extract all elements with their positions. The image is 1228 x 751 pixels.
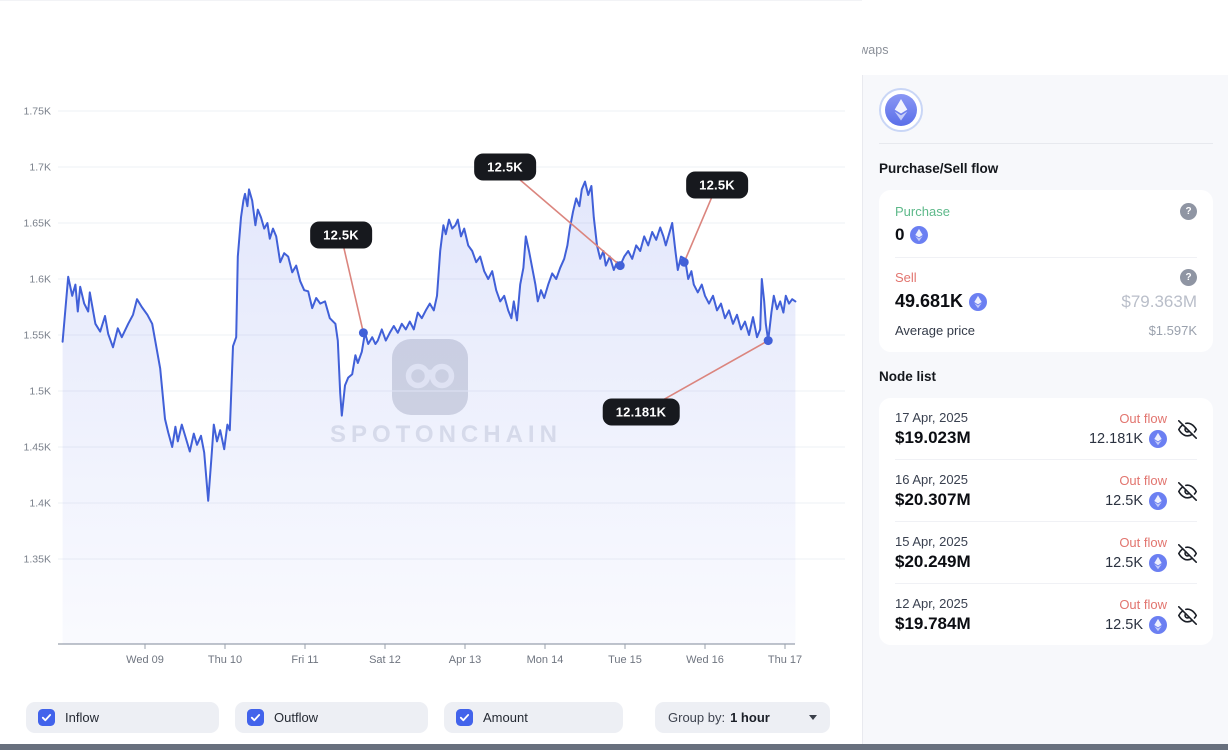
node-date: 16 Apr, 2025 [895, 472, 969, 487]
eth-coin-icon [1149, 553, 1167, 572]
node-usd-value: $20.249M [895, 552, 971, 571]
node-direction: Out flow [1119, 472, 1167, 488]
inflow-label: Inflow [65, 710, 99, 725]
purchase-amount: 0 [895, 225, 905, 244]
node-date: 15 Apr, 2025 [895, 534, 969, 549]
y-tick-label: 1.65K [24, 218, 51, 230]
pnl-line-chart[interactable]: 1.75K 1.7K 1.65K 1.6K 1.55K 1.5K 1.45K 1.4K 1.35… [0, 1, 862, 751]
node-direction: Out flow [1119, 534, 1167, 550]
x-tick-label: Tue 15 [608, 654, 642, 666]
purchase-sell-heading: Purchase/Sell flow [879, 161, 999, 176]
node-amount: 12.5K [1105, 554, 1143, 571]
node-direction: Out flow [1119, 410, 1167, 426]
y-tick-label: 1.7K [29, 162, 51, 174]
group-by-value: 1 hour [730, 710, 770, 725]
average-price-label: Average price [895, 323, 975, 338]
eye-off-icon[interactable] [1178, 543, 1197, 563]
annotation-dot [679, 257, 689, 267]
average-price-value: $1.597K [1148, 323, 1197, 338]
amount-toggle[interactable]: Amount [444, 702, 623, 733]
x-tick-label: Wed 09 [126, 654, 164, 666]
annotation-tooltip: 12.5K [686, 171, 748, 199]
checkbox-checked-icon[interactable] [38, 709, 55, 726]
help-icon[interactable]: ? [1180, 203, 1197, 220]
x-tick-label: Fri 11 [291, 654, 318, 666]
y-tick-label: 1.75K [24, 106, 51, 118]
eth-coin-icon [1149, 615, 1167, 634]
ethereum-icon [879, 88, 923, 132]
token-flow-sidebar: Purchase/Sell flow Purchase ? 0 Sell ? 4… [862, 75, 1228, 744]
x-tick-label: Wed 16 [686, 654, 724, 666]
node-row[interactable]: 17 Apr, 2025 $19.023M Out flow 12.181K [895, 398, 1197, 460]
bottom-bar [0, 744, 1228, 750]
node-amount: 12.5K [1105, 616, 1143, 633]
x-tick-label: Thu 17 [768, 654, 802, 666]
eye-off-icon[interactable] [1178, 419, 1197, 439]
node-usd-value: $20.307M [895, 490, 971, 509]
group-by-label: Group by: [668, 710, 726, 725]
chevron-down-icon [809, 715, 817, 720]
price-line [61, 180, 797, 502]
annotation-tooltip: 12.5K [474, 153, 536, 181]
y-tick-label: 1.5K [29, 386, 51, 398]
help-icon[interactable]: ? [1180, 269, 1197, 286]
annotation-tooltip: 12.181K [602, 398, 680, 426]
x-tick-label: Sat 12 [369, 654, 401, 666]
checkbox-checked-icon[interactable] [456, 709, 473, 726]
annotation-connector [504, 166, 621, 267]
pnl-chart-panel: SPOTONCHAIN 1.75K1.7K1.65K1.6K1.55K1.5K1… [0, 0, 862, 751]
node-amount: 12.181K [1088, 430, 1143, 447]
sidebar-divider [879, 143, 1213, 144]
group-by-select[interactable]: Group by: 1 hour [655, 702, 830, 733]
sell-label: Sell [895, 270, 917, 285]
eth-coin-icon [969, 292, 988, 311]
outflow-label: Outflow [274, 710, 319, 725]
amount-label: Amount [483, 710, 528, 725]
card-divider [895, 257, 1197, 258]
node-row[interactable]: 12 Apr, 2025 $19.784M Out flow 12.5K [895, 584, 1197, 645]
node-amount: 12.5K [1105, 492, 1143, 509]
purchase-sell-card: Purchase ? 0 Sell ? 49.681K $79.363M Ave… [879, 190, 1213, 352]
annotation-dot [763, 336, 773, 346]
outflow-toggle[interactable]: Outflow [235, 702, 428, 733]
y-tick-label: 1.45K [24, 442, 51, 454]
x-tick-label: Mon 14 [527, 654, 564, 666]
area-fill [62, 181, 796, 644]
node-row[interactable]: 16 Apr, 2025 $20.307M Out flow 12.5K [895, 460, 1197, 522]
y-tick-label: 1.55K [24, 330, 51, 342]
node-list-card: 17 Apr, 2025 $19.023M Out flow 12.181K 1… [879, 398, 1213, 645]
y-tick-label: 1.35K [24, 554, 51, 566]
eye-off-icon[interactable] [1178, 605, 1197, 625]
eth-coin-icon [1149, 491, 1167, 510]
node-date: 12 Apr, 2025 [895, 596, 969, 611]
x-tick-label: Apr 13 [449, 654, 481, 666]
annotation-dot [615, 261, 625, 271]
x-tick-label: Thu 10 [208, 654, 242, 666]
node-direction: Out flow [1119, 596, 1167, 612]
sell-amount: 49.681K [895, 291, 964, 311]
annotation-connector [340, 235, 365, 333]
node-date: 17 Apr, 2025 [895, 410, 969, 425]
purchase-label: Purchase [895, 204, 950, 219]
node-usd-value: $19.023M [895, 428, 971, 447]
inflow-toggle[interactable]: Inflow [26, 702, 219, 733]
eth-coin-icon [910, 226, 929, 244]
node-list-heading: Node list [879, 369, 937, 384]
annotation-tooltip: 12.5K [310, 221, 372, 249]
sell-usd-value: $79.363M [1121, 291, 1197, 311]
node-usd-value: $19.784M [895, 614, 971, 633]
eth-coin-icon [1149, 429, 1167, 448]
annotation-dot [358, 328, 368, 338]
checkbox-checked-icon[interactable] [247, 709, 264, 726]
node-row[interactable]: 15 Apr, 2025 $20.249M Out flow 12.5K [895, 522, 1197, 584]
eye-off-icon[interactable] [1178, 481, 1197, 501]
y-tick-label: 1.6K [29, 274, 51, 286]
y-tick-label: 1.4K [29, 498, 51, 510]
